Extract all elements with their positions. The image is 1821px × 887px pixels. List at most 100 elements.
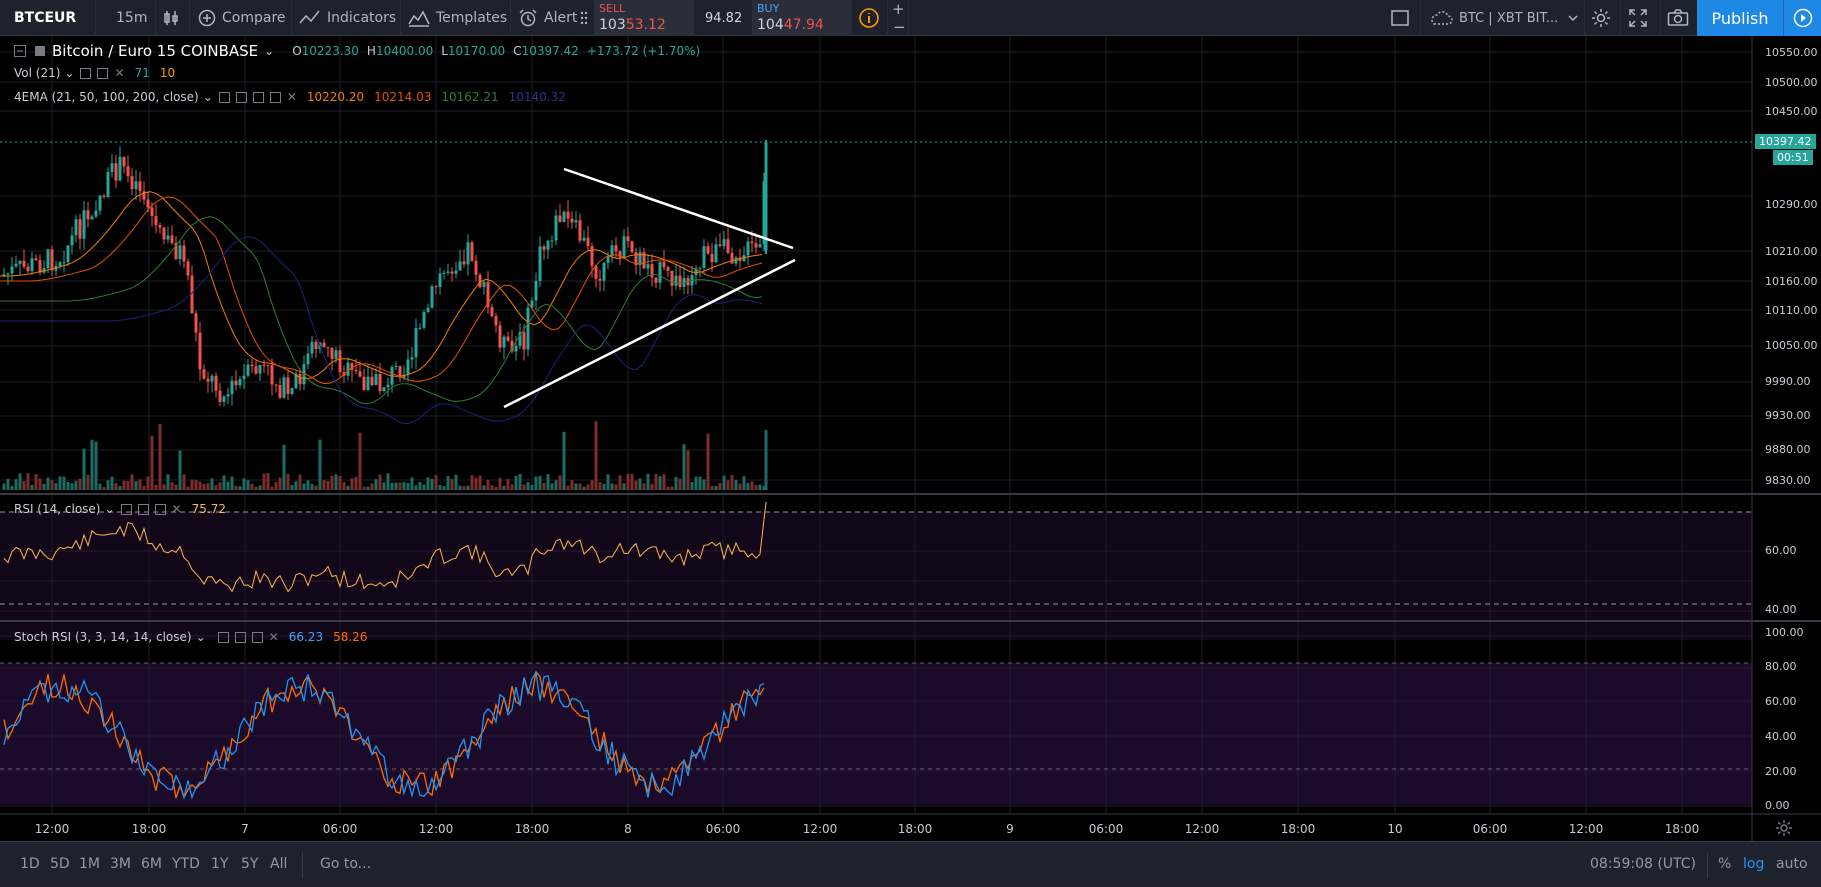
candle-body <box>450 271 454 274</box>
ema50-value: 10214.03 <box>374 90 432 104</box>
chevron-down-icon[interactable]: ⌄ <box>104 502 115 516</box>
ema100-value: 10162.21 <box>441 90 499 104</box>
eye-icon[interactable] <box>120 503 132 515</box>
log-toggle[interactable]: log <box>1743 856 1765 872</box>
range-3m[interactable]: 3M <box>110 856 131 872</box>
settings-icon[interactable] <box>235 91 247 103</box>
close-icon[interactable]: ✕ <box>268 630 279 644</box>
volume-bar <box>614 484 618 490</box>
volume-bar <box>358 432 362 490</box>
close-icon[interactable]: ✕ <box>171 502 182 516</box>
zoom-in-button[interactable]: + <box>892 0 905 27</box>
volume-bar <box>570 480 574 490</box>
volume-bar <box>498 477 502 490</box>
candle-body <box>626 236 630 242</box>
price-tick: 10450.00 <box>1765 105 1818 118</box>
alert-button[interactable]: Alert <box>518 0 577 36</box>
layout-menu[interactable]: BTC | XBT BIT... <box>1428 0 1580 36</box>
compare-button[interactable]: Compare <box>198 0 286 36</box>
more-icon[interactable] <box>269 91 281 103</box>
templates-button[interactable]: Templates <box>408 0 507 36</box>
eye-icon[interactable] <box>218 91 230 103</box>
range-6m[interactable]: 6M <box>141 856 162 872</box>
volume-bar <box>366 486 370 490</box>
close-icon[interactable]: ✕ <box>286 90 297 104</box>
volume-bar <box>526 482 530 490</box>
candle-body <box>550 240 554 242</box>
volume-bar <box>250 483 254 490</box>
zoom-out-button[interactable]: − <box>893 9 906 45</box>
replay-button[interactable] <box>1783 0 1821 36</box>
close-icon[interactable]: ✕ <box>114 66 125 80</box>
volume-bar <box>598 482 602 490</box>
range-1m[interactable]: 1M <box>79 856 100 872</box>
snapshot-button[interactable] <box>1667 0 1689 36</box>
chart-area[interactable]: Bitcoin / Euro 15 COINBASE ⌄ O 10223.30 H… <box>0 36 1821 841</box>
rsi-legend: RSI (14, close) ⌄ ✕ 75.72 <box>14 502 226 516</box>
candle-body <box>414 328 418 358</box>
percent-toggle[interactable]: % <box>1718 856 1732 872</box>
volume-bar <box>446 475 450 490</box>
trendline-upper <box>563 167 794 250</box>
range-1y[interactable]: 1Y <box>211 856 229 872</box>
volume-bar <box>330 475 334 490</box>
range-5d[interactable]: 5D <box>50 856 70 872</box>
rsi-label[interactable]: RSI (14, close) <box>14 502 101 516</box>
fullscreen-chart-button[interactable] <box>1390 0 1410 36</box>
range-1d[interactable]: 1D <box>20 856 40 872</box>
buy-button[interactable]: BUY 10447.94 <box>752 0 852 36</box>
range-5y[interactable]: 5Y <box>241 856 259 872</box>
volume-bar <box>578 483 582 490</box>
clock-label[interactable]: 08:59:08 (UTC) <box>1590 856 1697 872</box>
candle-body <box>570 218 574 223</box>
auto-toggle[interactable]: auto <box>1776 856 1808 872</box>
collapse-icon[interactable] <box>14 45 26 57</box>
volume-bar <box>86 474 90 490</box>
source-icon[interactable] <box>97 67 109 79</box>
axis-settings-gear-icon[interactable] <box>1775 819 1793 837</box>
settings-button[interactable] <box>1590 0 1612 36</box>
chart-style-button[interactable] <box>162 0 180 36</box>
chevron-down-icon[interactable]: ⌄ <box>64 66 75 80</box>
goto-button[interactable]: Go to... <box>320 856 372 872</box>
info-button[interactable] <box>858 0 880 36</box>
chart-canvas[interactable] <box>0 36 1821 841</box>
range-all[interactable]: All <box>270 856 288 872</box>
candle-body <box>710 253 714 263</box>
interval-button[interactable]: 15m <box>116 0 147 36</box>
candle-body <box>422 311 426 328</box>
source-code-icon[interactable] <box>252 91 264 103</box>
symbol-search[interactable]: BTCEUR <box>14 0 76 36</box>
fullscreen-button[interactable] <box>1628 0 1648 36</box>
chevron-down-icon[interactable]: ⌄ <box>264 44 275 58</box>
candle-body <box>642 252 646 269</box>
ema-label[interactable]: 4EMA (21, 50, 100, 200, close) <box>14 90 199 104</box>
source-icon[interactable] <box>154 503 166 515</box>
indicators-button[interactable]: Indicators <box>299 0 396 36</box>
chevron-down-icon[interactable]: ⌄ <box>195 630 206 644</box>
stoch-label[interactable]: Stoch RSI (3, 3, 14, 14, close) <box>14 630 192 644</box>
sell-button[interactable]: SELL 10353.12 <box>594 0 694 36</box>
drag-handle-icon[interactable] <box>580 0 588 36</box>
volume-bar <box>402 482 406 490</box>
range-ytd[interactable]: YTD <box>172 856 200 872</box>
rsi-value: 75.72 <box>191 502 226 516</box>
volume-bar <box>650 483 654 490</box>
chevron-down-icon[interactable]: ⌄ <box>202 90 213 104</box>
symbol-title[interactable]: Bitcoin / Euro 15 COINBASE <box>52 42 259 60</box>
volume-bar <box>142 485 146 490</box>
candle-body <box>542 246 546 250</box>
settings-icon[interactable] <box>234 631 246 643</box>
volume-label[interactable]: Vol (21) <box>14 66 61 80</box>
candle-body <box>158 225 162 228</box>
settings-icon[interactable] <box>80 67 92 79</box>
candle-body <box>18 260 22 264</box>
eye-icon[interactable] <box>217 631 229 643</box>
source-icon[interactable] <box>251 631 263 643</box>
settings-icon[interactable] <box>137 503 149 515</box>
divider <box>887 0 888 36</box>
divider <box>155 0 156 36</box>
candle-body <box>110 163 114 172</box>
candle-body <box>62 262 66 264</box>
publish-button[interactable]: Publish <box>1697 0 1783 36</box>
